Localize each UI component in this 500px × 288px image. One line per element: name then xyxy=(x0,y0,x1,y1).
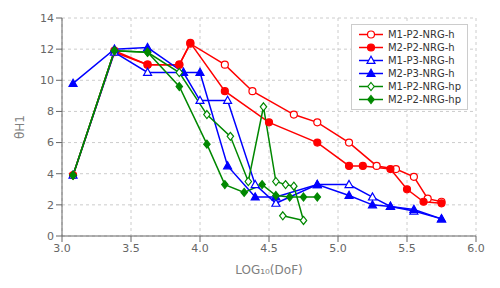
html-text:M2-P3-NRG-h: M2-P3-NRG-h xyxy=(387,68,455,79)
svg-text:3.5: 3.5 xyxy=(122,242,140,255)
html-text:M1-P2-NRG-h: M1-P2-NRG-h xyxy=(387,29,455,40)
svg-text:6.0: 6.0 xyxy=(467,242,485,255)
svg-text:12: 12 xyxy=(40,43,54,56)
html-text:M2-P2-NRG-hp: M2-P2-NRG-hp xyxy=(387,94,461,105)
svg-text:10: 10 xyxy=(40,74,54,87)
svg-text:4: 4 xyxy=(47,168,54,181)
svg-text:4.5: 4.5 xyxy=(260,242,278,255)
svg-text:6: 6 xyxy=(47,136,54,149)
html-text:M1-P3-NRG-h: M1-P3-NRG-h xyxy=(387,55,455,66)
svg-text:5.5: 5.5 xyxy=(398,242,416,255)
svg-text:2: 2 xyxy=(47,199,54,212)
svg-text:θH1: θH1 xyxy=(13,115,27,139)
svg-text:5.0: 5.0 xyxy=(329,242,347,255)
svg-text:0: 0 xyxy=(47,230,54,243)
html-text:M2-P2-NRG-h: M2-P2-NRG-h xyxy=(387,42,455,53)
svg-text:4.0: 4.0 xyxy=(191,242,209,255)
svg-text:3.0: 3.0 xyxy=(53,242,71,255)
svg-text:8: 8 xyxy=(47,105,54,118)
svg-text:LOG₁₀(DoF): LOG₁₀(DoF) xyxy=(235,263,302,277)
html-text:M1-P2-NRG-hp: M1-P2-NRG-hp xyxy=(387,81,461,92)
svg-text:14: 14 xyxy=(40,12,54,25)
